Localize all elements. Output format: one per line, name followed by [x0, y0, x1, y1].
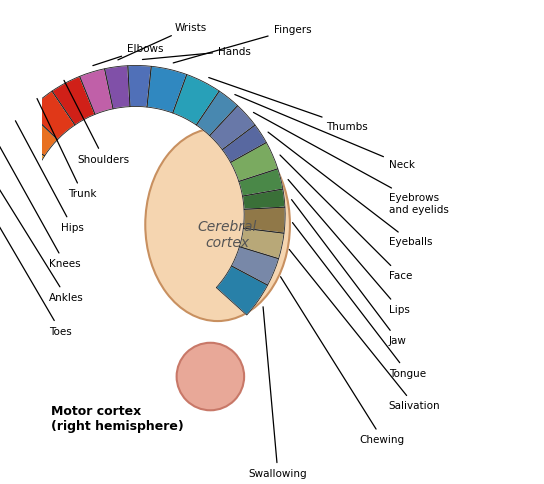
- Text: Motor cortex
(right hemisphere): Motor cortex (right hemisphere): [51, 404, 184, 432]
- Wedge shape: [128, 66, 151, 108]
- Wedge shape: [231, 143, 278, 182]
- Text: Thumbs: Thumbs: [209, 78, 368, 132]
- Text: Face: Face: [280, 156, 412, 281]
- Wedge shape: [217, 266, 268, 316]
- Text: Lips: Lips: [288, 180, 410, 315]
- Wedge shape: [239, 229, 284, 259]
- Wedge shape: [243, 190, 285, 210]
- Text: Jaw: Jaw: [292, 200, 407, 346]
- Text: Chewing: Chewing: [281, 277, 405, 444]
- Text: Wrists: Wrists: [118, 23, 207, 61]
- Text: Neck: Neck: [235, 95, 415, 170]
- Wedge shape: [0, 184, 29, 212]
- Text: Tongue: Tongue: [293, 223, 426, 378]
- Ellipse shape: [177, 343, 244, 410]
- Wedge shape: [0, 134, 45, 175]
- Text: Hands: Hands: [143, 47, 251, 60]
- Text: Salivation: Salivation: [289, 250, 441, 410]
- Text: Trunk: Trunk: [37, 99, 97, 199]
- Text: Fingers: Fingers: [173, 25, 311, 64]
- Wedge shape: [239, 169, 283, 197]
- Text: Swallowing: Swallowing: [249, 307, 307, 478]
- Wedge shape: [28, 92, 75, 140]
- Wedge shape: [0, 160, 35, 193]
- Ellipse shape: [145, 129, 290, 321]
- Text: Shoulders: Shoulders: [64, 81, 130, 164]
- Text: Eyeballs: Eyeballs: [268, 133, 432, 247]
- Text: Toes: Toes: [0, 199, 72, 336]
- Wedge shape: [243, 208, 285, 234]
- Wedge shape: [104, 67, 130, 109]
- Text: Knees: Knees: [0, 146, 81, 269]
- Wedge shape: [10, 112, 58, 156]
- Text: Eyebrows
and eyelids: Eyebrows and eyelids: [254, 113, 449, 214]
- Text: Elbows: Elbows: [93, 45, 164, 66]
- Wedge shape: [79, 70, 113, 115]
- Wedge shape: [231, 247, 279, 286]
- Wedge shape: [196, 92, 238, 136]
- Wedge shape: [147, 67, 187, 114]
- Wedge shape: [173, 76, 219, 126]
- Wedge shape: [222, 126, 267, 163]
- Wedge shape: [209, 106, 255, 151]
- Text: Hips: Hips: [15, 121, 84, 232]
- Text: Ankles: Ankles: [0, 173, 84, 302]
- Wedge shape: [52, 77, 95, 126]
- Text: Cerebral
cortex: Cerebral cortex: [197, 220, 257, 250]
